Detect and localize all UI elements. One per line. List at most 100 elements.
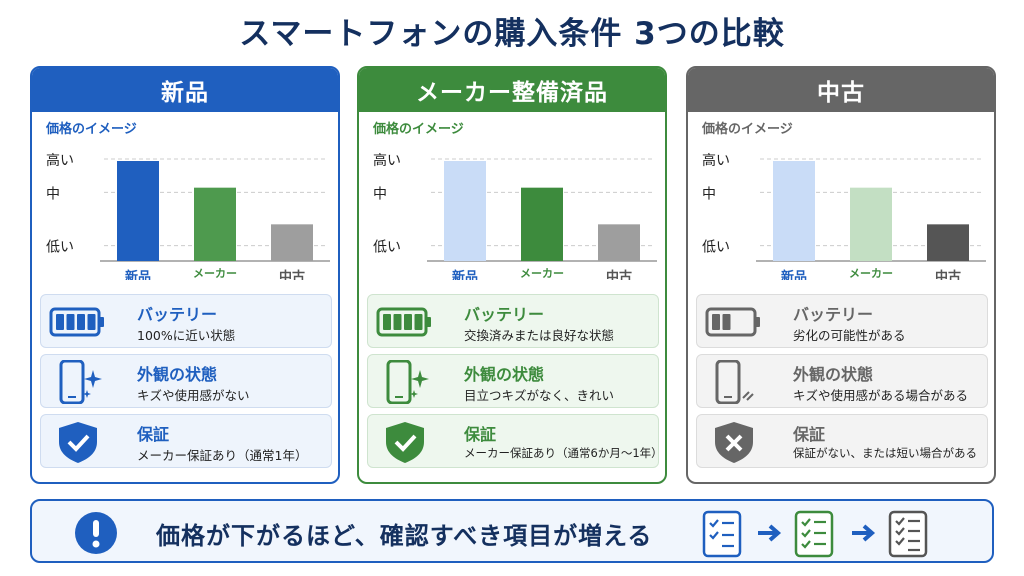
x-tick-label: 整備済品	[848, 279, 893, 280]
feature-description: 保証がない、または短い場合がある	[793, 446, 977, 460]
price-bar	[773, 161, 815, 261]
comparison-card-1: 新品価格のイメージ高い中低い新品メーカー整備済品中古バッテリー100%に近い状態…	[30, 66, 340, 484]
feature-description: 交換済みまたは良好な状態	[464, 328, 615, 343]
feature-item: 外観の状態キズや使用感がある場合がある	[696, 354, 988, 408]
checklist-flow	[702, 510, 928, 558]
x-tick-label: メーカー	[193, 267, 237, 280]
feature-item: 外観の状態キズや使用感がない	[40, 354, 332, 408]
feature-title: バッテリー	[464, 305, 545, 324]
feature-description: メーカー保証あり（通常1年）	[137, 448, 308, 463]
comparison-card-3: 中古価格のイメージ高い中低い新品メーカー整備済品中古バッテリー劣化の可能性がある…	[686, 66, 996, 484]
phone-sparkle-icon	[386, 359, 429, 405]
x-tick-label: 新品	[125, 269, 151, 280]
arrow-right-icon	[852, 524, 876, 542]
feature-item: 保証メーカー保証あり（通常6か月～1年）	[367, 414, 663, 468]
checklist-icon	[888, 510, 928, 558]
shield-check-icon	[59, 422, 97, 463]
battery-low-icon	[705, 307, 760, 337]
feature-icon-wrap	[374, 359, 436, 405]
x-tick-label: メーカー	[520, 267, 564, 280]
feature-description: メーカー保証あり（通常6か月～1年）	[464, 446, 663, 460]
chart-title: 価格のイメージ	[702, 122, 793, 137]
phone-scratch-icon	[715, 359, 754, 405]
card-title: 新品	[32, 68, 338, 112]
x-tick-label: 中古	[606, 269, 632, 280]
x-tick-label: 新品	[781, 269, 807, 280]
checklist-icon	[794, 510, 834, 558]
feature-item: 外観の状態目立つキズがなく、きれい	[367, 354, 659, 408]
y-tick-label: 高い	[702, 152, 730, 169]
y-tick-label: 中	[373, 186, 387, 202]
battery-full-icon	[376, 307, 431, 337]
shield-x-icon	[715, 422, 753, 463]
feature-title: 保証	[464, 425, 497, 444]
feature-item: バッテリー 100%に近い状態	[40, 294, 332, 348]
comparison-card-2: メーカー整備済品価格のイメージ高い中低い新品メーカー整備済品中古バッテリー交換済…	[357, 66, 667, 484]
feature-description: 目立つキズがなく、きれい	[464, 388, 615, 403]
x-tick-label: 新品	[452, 269, 478, 280]
price-bar	[927, 224, 969, 261]
feature-title: バッテリー	[793, 305, 874, 324]
price-bar	[444, 161, 486, 261]
feature-description: キズや使用感がない	[137, 388, 250, 403]
feature-icon-wrap	[374, 300, 436, 344]
x-tick-label: 整備済品	[192, 279, 237, 280]
card-title: 中古	[688, 68, 994, 112]
summary-text: 価格が下がるほど、確認すべき項目が増える	[156, 522, 653, 550]
x-tick-label: 中古	[935, 269, 961, 280]
card-title: メーカー整備済品	[359, 68, 665, 112]
price-bar	[598, 224, 640, 261]
summary-banner: 価格が下がるほど、確認すべき項目が増える	[30, 499, 994, 563]
price-bar	[521, 187, 563, 261]
y-tick-label: 低い	[702, 240, 730, 256]
chart-title: 価格のイメージ	[373, 122, 464, 137]
feature-icon-wrap	[703, 420, 765, 464]
y-tick-label: 中	[46, 186, 60, 202]
feature-description: キズや使用感がある場合がある	[793, 388, 969, 403]
x-tick-label: メーカー	[849, 267, 893, 280]
feature-description: 100%に近い状態	[137, 328, 236, 343]
phone-sparkle-icon	[59, 359, 102, 405]
price-bar	[194, 187, 236, 261]
x-tick-label: 整備済品	[519, 279, 564, 280]
y-tick-label: 中	[702, 186, 716, 202]
price-bar	[271, 224, 313, 261]
x-tick-label: 中古	[279, 269, 305, 280]
battery-full-icon	[49, 307, 104, 337]
feature-title: 外観の状態	[137, 365, 218, 384]
feature-title: 保証	[137, 425, 170, 444]
feature-title: 保証	[793, 425, 826, 444]
feature-description: 劣化の可能性がある	[793, 328, 906, 343]
feature-icon-wrap	[47, 420, 109, 464]
feature-title: バッテリー	[137, 305, 218, 324]
shield-check-icon	[386, 422, 424, 463]
price-bar	[117, 161, 159, 261]
feature-item: 保証メーカー保証あり（通常1年）	[40, 414, 332, 468]
feature-icon-wrap	[703, 359, 765, 405]
price-bar	[850, 187, 892, 261]
checklist-icon	[702, 510, 742, 558]
feature-icon-wrap	[374, 420, 436, 464]
chart-title: 価格のイメージ	[46, 122, 137, 137]
arrow-right-icon	[758, 524, 782, 542]
feature-icon-wrap	[47, 300, 109, 344]
feature-item: 保証保証がない、または短い場合がある	[696, 414, 988, 468]
feature-icon-wrap	[703, 300, 765, 344]
exclamation-icon	[75, 512, 117, 554]
feature-title: 外観の状態	[793, 365, 874, 384]
y-tick-label: 高い	[373, 152, 401, 169]
y-tick-label: 低い	[46, 240, 74, 256]
y-tick-label: 高い	[46, 152, 74, 169]
page-title: スマートフォンの購入条件 3つの比較	[239, 16, 785, 52]
feature-icon-wrap	[47, 359, 109, 405]
feature-item: バッテリー劣化の可能性がある	[696, 294, 988, 348]
y-tick-label: 低い	[373, 240, 401, 256]
feature-item: バッテリー交換済みまたは良好な状態	[367, 294, 659, 348]
feature-title: 外観の状態	[464, 365, 545, 384]
